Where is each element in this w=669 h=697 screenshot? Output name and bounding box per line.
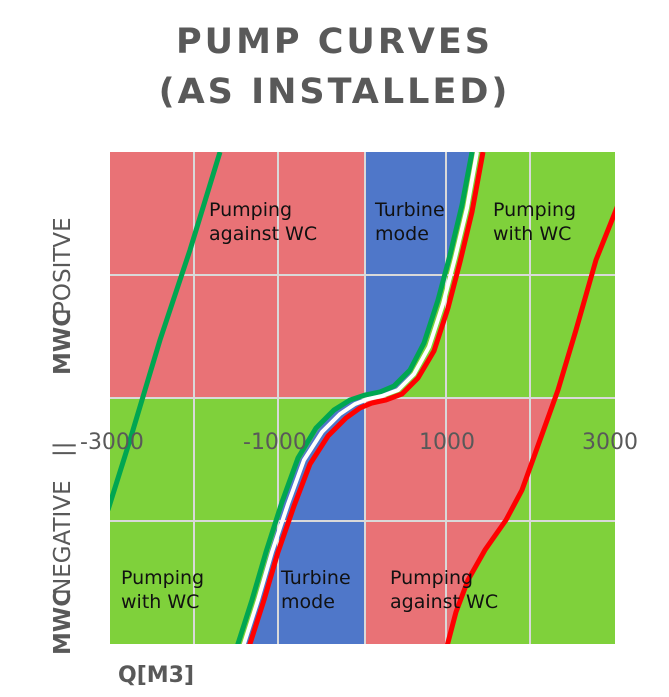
y-axis-label-positive: POSITVE (50, 217, 76, 315)
x-tick-label-2: 1000 (419, 430, 475, 455)
series-green-s-curve (235, 152, 475, 644)
y-axis-label: MWC NEGATIVE || MWC POSITVE (50, 217, 76, 655)
y-axis-label-mwc-positive: MWC (50, 310, 76, 375)
series-white-s-curve (241, 152, 479, 644)
x-tick-label-3: 3000 (582, 430, 638, 455)
y-axis-label-negative: NEGATIVE (50, 480, 76, 595)
x-axis-label: Q[M3] (118, 663, 194, 688)
series-green-left-line (110, 152, 223, 511)
chart-title-line-2: (AS INSTALLED) (158, 72, 511, 112)
y-axis-label-separator: || (50, 442, 76, 458)
series-red-s-curve (247, 152, 486, 644)
region-label-uc-line1: Turbine mode (374, 199, 445, 245)
series-red-right-curve (444, 205, 615, 644)
region-label-lc-line1: Turbine mode (280, 567, 351, 613)
plot-area (110, 152, 615, 644)
region-label-ul-line1: Pumping against WC (209, 199, 317, 245)
x-tick-label-0: -3000 (80, 430, 144, 455)
region-label-lr-line1: Pumping against WC (390, 567, 498, 613)
region-label-ur-line1: Pumping with WC (493, 199, 576, 245)
x-tick-label-1: -1000 (243, 430, 307, 455)
region-label-ll-line1: Pumping with WC (121, 567, 204, 613)
chart-title-line-1: PUMP CURVES (176, 22, 493, 62)
y-axis-label-mwc-negative: MWC (50, 590, 76, 655)
